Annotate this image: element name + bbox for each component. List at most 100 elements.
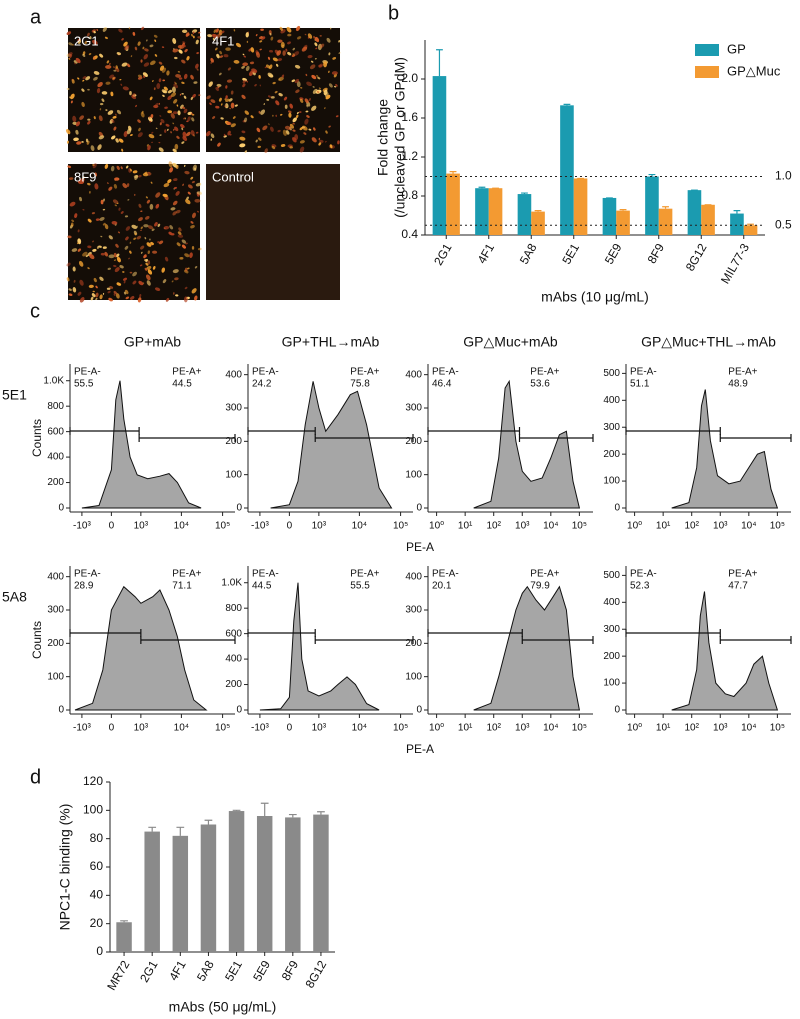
gate bbox=[314, 636, 414, 644]
gate-name: PE-A+ bbox=[172, 367, 201, 378]
cell bbox=[116, 52, 122, 56]
y-tick-label: 100 bbox=[83, 803, 103, 817]
y-tick-label: 100 bbox=[405, 671, 422, 682]
error-bar bbox=[521, 192, 528, 195]
cell bbox=[164, 256, 169, 262]
cell bbox=[126, 128, 132, 135]
gate-name: PE-A- bbox=[252, 569, 279, 580]
cell bbox=[319, 35, 322, 37]
micrograph-label: 4F1 bbox=[212, 33, 234, 48]
cell bbox=[134, 233, 137, 235]
cell bbox=[93, 277, 97, 283]
cell bbox=[77, 38, 81, 42]
cell bbox=[68, 52, 73, 56]
cell bbox=[123, 277, 128, 281]
cell bbox=[138, 203, 142, 208]
cell bbox=[268, 74, 274, 78]
cell bbox=[149, 60, 156, 66]
cell bbox=[156, 82, 161, 90]
cell bbox=[181, 141, 185, 144]
gate-name: PE-A+ bbox=[172, 569, 201, 580]
y-axis-label: NPC1-C binding (%) bbox=[57, 804, 73, 931]
cell bbox=[311, 74, 317, 80]
cell bbox=[68, 57, 71, 60]
micrograph: 8F9 bbox=[66, 161, 202, 303]
x-tick-label: 10⁰ bbox=[627, 521, 642, 532]
cell bbox=[189, 252, 193, 258]
error-bar bbox=[120, 920, 128, 923]
cell bbox=[74, 62, 76, 65]
x-axis-label: PE-A bbox=[406, 742, 434, 756]
x-tick-label: 5A8 bbox=[194, 958, 217, 984]
x-tick-label: 0 bbox=[287, 521, 293, 532]
x-tick-label: 5E1 bbox=[559, 241, 582, 267]
cell bbox=[79, 196, 82, 202]
cell bbox=[92, 163, 97, 169]
gate-name: PE-A+ bbox=[728, 367, 757, 378]
x-tick-label: -10³ bbox=[251, 521, 269, 532]
cell bbox=[140, 112, 145, 118]
cell bbox=[104, 36, 108, 40]
cell bbox=[169, 167, 174, 173]
cell bbox=[196, 68, 199, 71]
y-tick-label: 400 bbox=[603, 395, 620, 406]
cell bbox=[181, 106, 186, 110]
error-bar bbox=[662, 206, 669, 209]
cell bbox=[133, 237, 137, 240]
cell bbox=[324, 141, 327, 143]
y-tick-label: 0 bbox=[58, 503, 64, 514]
cell bbox=[167, 89, 173, 94]
cell bbox=[172, 38, 177, 44]
cell bbox=[172, 200, 178, 206]
cell bbox=[68, 293, 73, 297]
cell bbox=[292, 47, 295, 51]
x-tick-label: 5E9 bbox=[250, 958, 273, 984]
cell bbox=[265, 64, 271, 69]
cell bbox=[114, 177, 120, 181]
cell bbox=[179, 93, 182, 96]
cell bbox=[184, 253, 190, 258]
cell bbox=[113, 126, 117, 131]
cell bbox=[262, 125, 268, 131]
cell bbox=[308, 128, 312, 131]
cell bbox=[116, 165, 120, 170]
cell bbox=[183, 95, 187, 99]
cell bbox=[299, 146, 305, 153]
cell bbox=[193, 35, 195, 39]
cell bbox=[181, 244, 186, 249]
cell bbox=[292, 137, 297, 143]
y-tick-label: 100 bbox=[225, 469, 242, 480]
cell bbox=[270, 96, 275, 99]
cell bbox=[138, 174, 142, 178]
micrograph: 2G1 bbox=[66, 26, 202, 153]
cell bbox=[173, 186, 177, 189]
cell bbox=[112, 115, 117, 119]
cell bbox=[219, 55, 224, 58]
cell bbox=[120, 166, 123, 170]
cell bbox=[190, 221, 194, 224]
cell bbox=[124, 245, 129, 250]
cell bbox=[292, 117, 297, 123]
cell bbox=[309, 64, 316, 70]
cell bbox=[77, 179, 84, 184]
cell bbox=[115, 65, 118, 69]
cell bbox=[276, 63, 279, 67]
cell bbox=[255, 34, 258, 37]
micrograph-label: Control bbox=[212, 169, 254, 184]
cell bbox=[71, 219, 75, 223]
cell bbox=[294, 64, 301, 69]
cell bbox=[77, 248, 82, 252]
cell bbox=[173, 99, 178, 104]
cell bbox=[311, 137, 317, 143]
error-bar bbox=[176, 826, 185, 836]
cell bbox=[315, 47, 318, 50]
cell bbox=[192, 93, 196, 98]
cell bbox=[278, 76, 284, 82]
cell bbox=[254, 84, 257, 87]
cell bbox=[191, 288, 197, 294]
gate-percent: 75.8 bbox=[350, 379, 370, 390]
cell bbox=[278, 92, 283, 97]
cell bbox=[194, 198, 201, 203]
x-axis-label: PE-A bbox=[406, 540, 434, 554]
cell bbox=[218, 97, 222, 102]
